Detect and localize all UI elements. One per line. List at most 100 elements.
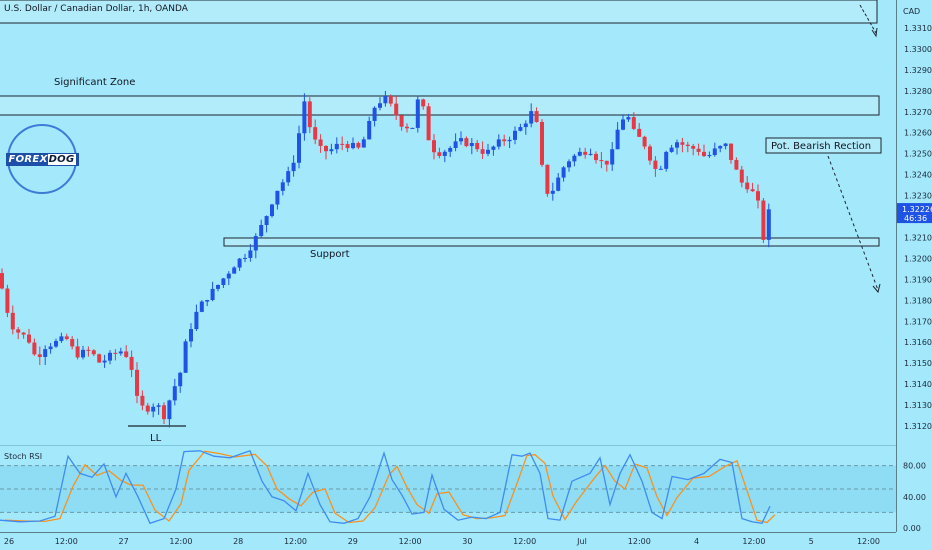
candle-body [108, 352, 112, 361]
candle-body [275, 190, 280, 205]
candle [637, 122, 642, 137]
pot-bearish-box [765, 137, 882, 154]
candle [739, 165, 744, 188]
candle-body [291, 162, 296, 172]
candle [621, 114, 625, 131]
candle [237, 257, 242, 271]
candle [421, 98, 426, 110]
candle [556, 173, 561, 192]
candle [577, 147, 582, 157]
candle-body [745, 182, 750, 190]
candle-body [513, 130, 517, 140]
candle-body [378, 103, 382, 108]
rsi-tick-label: 80.00 [903, 462, 926, 471]
candle-body [75, 346, 80, 358]
candle-body [48, 346, 53, 350]
candle-body [329, 149, 334, 152]
candle [394, 96, 399, 121]
candle [367, 116, 372, 140]
candle-body [502, 139, 507, 142]
time-tick-label: 30 [462, 537, 472, 546]
candle-body [10, 312, 15, 330]
logo-text-a: FOREX [8, 153, 48, 165]
candle-body [534, 111, 539, 122]
candle-body [0, 273, 4, 289]
candle-body [594, 153, 598, 161]
candle-body [415, 99, 420, 128]
candle-body [437, 152, 442, 156]
candle [383, 90, 388, 107]
candle-body [685, 144, 690, 147]
price-tick-label: 1.31400 [904, 380, 932, 389]
time-tick-label: 12:00 [169, 537, 192, 546]
candle [756, 184, 760, 209]
candle-body [318, 139, 323, 146]
candle-body [135, 369, 139, 396]
candle-body [232, 267, 237, 274]
candle-body [523, 123, 528, 128]
candle [604, 160, 609, 172]
candle [232, 266, 237, 274]
candle [345, 140, 350, 153]
candle-body [664, 151, 669, 169]
candle-body [221, 278, 226, 285]
candle [124, 345, 129, 359]
candle-body [70, 339, 75, 347]
arrow-top-line [859, 4, 877, 34]
candle [70, 336, 75, 350]
candle [340, 136, 345, 151]
candle-body [156, 405, 161, 407]
candle [405, 123, 409, 133]
candle [448, 146, 453, 158]
price-tick-label: 1.33000 [904, 45, 932, 54]
candle-body [210, 288, 215, 301]
candle-body [124, 351, 129, 357]
candle [464, 136, 469, 148]
ll-label: LL [150, 433, 162, 444]
candle [469, 138, 474, 155]
candle [307, 97, 312, 134]
candle [5, 284, 10, 318]
candle [243, 253, 247, 263]
candle-body [167, 400, 172, 420]
candle-body [486, 149, 490, 154]
candle-body [691, 146, 696, 149]
candle [205, 299, 210, 307]
candle-body [626, 117, 631, 120]
candle [48, 343, 53, 354]
candle [140, 390, 145, 411]
candle [291, 155, 296, 177]
candle [108, 350, 112, 365]
candle [523, 120, 528, 135]
candle-body [761, 200, 766, 240]
candle-body [248, 250, 253, 258]
significant-zone-box [0, 95, 880, 116]
candle [226, 271, 231, 286]
candle [145, 402, 150, 415]
candle-body [183, 341, 188, 373]
candle-body [194, 311, 199, 330]
candle [513, 126, 517, 145]
candle-body [572, 155, 577, 162]
candle-body [264, 216, 269, 225]
candle [270, 203, 274, 218]
candle [723, 143, 728, 150]
candle [653, 156, 658, 177]
candle-body [27, 334, 31, 343]
time-tick-label: 12:00 [628, 537, 651, 546]
candle-body [475, 143, 480, 150]
candle [680, 137, 685, 153]
candle-body [550, 190, 555, 194]
candle-body [750, 189, 755, 192]
candle-body [766, 209, 771, 240]
price-axis-ticks: 1.33100 1.33000 1.32900 1.32800 1.32700 1.326… [904, 24, 932, 431]
candle-body [507, 139, 512, 142]
time-tick-label: 5 [809, 537, 814, 546]
candle-body [680, 142, 685, 145]
candle [43, 345, 48, 365]
candle-body [675, 142, 679, 148]
rsi-title: Stoch RSI [4, 452, 42, 461]
candle [361, 136, 366, 148]
candle-body [648, 146, 652, 161]
candle-body [540, 121, 544, 165]
